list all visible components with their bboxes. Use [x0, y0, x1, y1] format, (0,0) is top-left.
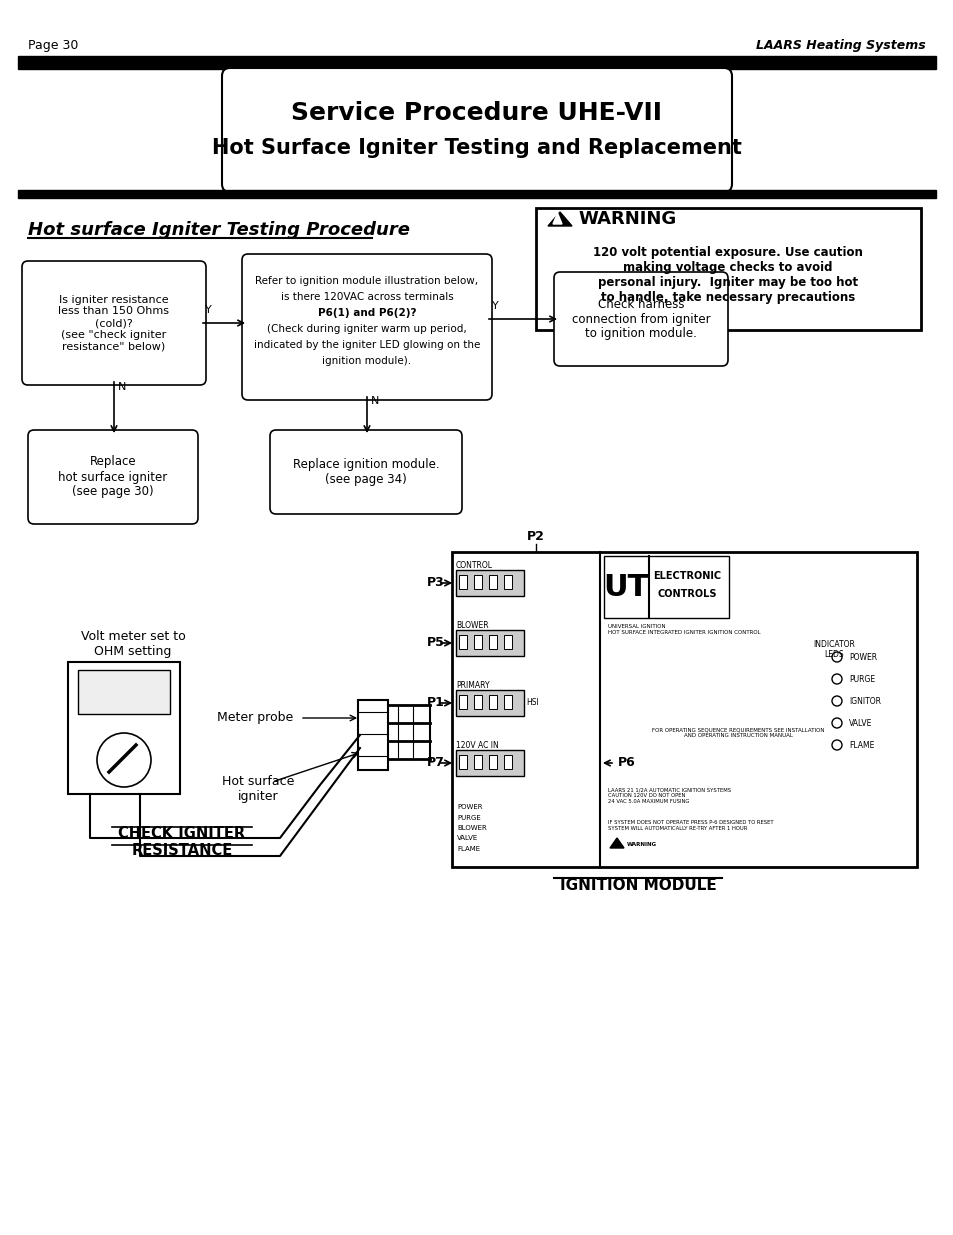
Text: Hot surface
igniter: Hot surface igniter	[222, 776, 294, 803]
Bar	[503, 635, 512, 650]
Text: Replace
hot surface igniter
(see page 30): Replace hot surface igniter (see page 30…	[58, 456, 168, 499]
Text: VALVE: VALVE	[848, 719, 871, 727]
Bar	[603, 556, 728, 618]
Text: (Check during igniter warm up period,: (Check during igniter warm up period,	[267, 324, 466, 333]
FancyBboxPatch shape	[270, 430, 461, 514]
Bar	[458, 695, 467, 709]
Text: UNIVERSAL IGNITION
HOT SURFACE INTEGRATED IGNITER IGNITION CONTROL: UNIVERSAL IGNITION HOT SURFACE INTEGRATE…	[607, 624, 760, 635]
Text: IGNITOR: IGNITOR	[848, 697, 880, 705]
FancyBboxPatch shape	[28, 430, 198, 524]
Text: Hot Surface Igniter Testing and Replacement: Hot Surface Igniter Testing and Replacem…	[212, 138, 741, 158]
Text: CONTROLS: CONTROLS	[657, 589, 716, 599]
Bar	[456, 750, 523, 776]
Bar	[456, 571, 523, 597]
Text: Hot surface Igniter Testing Procedure: Hot surface Igniter Testing Procedure	[28, 221, 410, 240]
Text: indicated by the igniter LED glowing on the: indicated by the igniter LED glowing on …	[253, 340, 479, 350]
Text: LAARS 21 1/2A AUTOMATIC IGNITION SYSTEMS
CAUTION 120V DO NOT OPEN
24 VAC 5.0A MA: LAARS 21 1/2A AUTOMATIC IGNITION SYSTEMS…	[607, 787, 730, 804]
Bar	[18, 56, 935, 69]
Text: PURGE: PURGE	[848, 674, 874, 683]
Polygon shape	[609, 839, 623, 848]
Text: Replace ignition module.
(see page 34): Replace ignition module. (see page 34)	[293, 458, 438, 487]
Bar	[78, 671, 170, 714]
Bar	[489, 635, 497, 650]
Bar	[503, 695, 512, 709]
Bar	[489, 695, 497, 709]
Text: 120 volt potential exposure. Use caution
making voltage checks to avoid
personal: 120 volt potential exposure. Use caution…	[593, 246, 862, 304]
Text: P5: P5	[427, 636, 444, 650]
Bar	[452, 552, 916, 867]
Text: UT: UT	[602, 573, 648, 601]
Circle shape	[831, 697, 841, 706]
Text: IGNITION MODULE: IGNITION MODULE	[559, 878, 716, 893]
Polygon shape	[547, 212, 572, 226]
Text: HSI: HSI	[525, 698, 538, 706]
Text: P2: P2	[526, 530, 544, 542]
Bar	[536, 207, 920, 330]
Text: ELECTRONIC: ELECTRONIC	[652, 571, 720, 580]
Text: Y: Y	[492, 301, 498, 311]
Text: Check harness
connection from igniter
to ignition module.: Check harness connection from igniter to…	[571, 298, 710, 341]
Bar	[458, 635, 467, 650]
Bar	[474, 576, 481, 589]
Text: BLOWER: BLOWER	[456, 621, 488, 630]
Text: IF SYSTEM DOES NOT OPERATE PRESS P-6 DESIGNED TO RESET
SYSTEM WILL AUTOMATICALLY: IF SYSTEM DOES NOT OPERATE PRESS P-6 DES…	[607, 820, 773, 831]
Text: POWER
PURGE
BLOWER
VALVE
FLAME: POWER PURGE BLOWER VALVE FLAME	[456, 804, 486, 852]
Text: is there 120VAC across terminals: is there 120VAC across terminals	[280, 291, 453, 303]
Text: CHECK IGNITER
RESISTANCE: CHECK IGNITER RESISTANCE	[118, 826, 245, 858]
Polygon shape	[553, 212, 561, 224]
Bar	[456, 690, 523, 716]
Text: Refer to ignition module illustration below,: Refer to ignition module illustration be…	[255, 275, 478, 287]
Bar	[456, 630, 523, 656]
Text: FLAME: FLAME	[848, 741, 874, 750]
Circle shape	[831, 674, 841, 684]
Text: Page 30: Page 30	[28, 40, 78, 53]
Text: P6: P6	[618, 757, 635, 769]
Text: POWER: POWER	[848, 652, 876, 662]
Text: N: N	[371, 396, 379, 406]
Text: 120V AC IN: 120V AC IN	[456, 741, 498, 750]
Text: FOR OPERATING SEQUENCE REQUIREMENTS SEE INSTALLATION
AND OPERATING INSTRUCTION M: FOR OPERATING SEQUENCE REQUIREMENTS SEE …	[651, 727, 823, 737]
Text: P1: P1	[427, 697, 444, 709]
Bar	[474, 755, 481, 769]
FancyBboxPatch shape	[22, 261, 206, 385]
FancyBboxPatch shape	[242, 254, 492, 400]
Text: Y: Y	[205, 305, 212, 315]
Text: CONTROL: CONTROL	[456, 561, 493, 571]
Bar	[503, 576, 512, 589]
Text: P3: P3	[427, 577, 444, 589]
Bar	[458, 755, 467, 769]
Text: PRIMARY: PRIMARY	[456, 680, 489, 690]
Bar	[18, 190, 935, 198]
Circle shape	[831, 652, 841, 662]
Text: N: N	[118, 382, 126, 391]
Text: ignition module).: ignition module).	[322, 356, 411, 366]
Text: P6(1) and P6(2)?: P6(1) and P6(2)?	[317, 308, 416, 317]
FancyBboxPatch shape	[554, 272, 727, 366]
Circle shape	[831, 718, 841, 727]
Circle shape	[831, 740, 841, 750]
Bar	[489, 576, 497, 589]
Text: Meter probe: Meter probe	[216, 711, 293, 725]
Bar	[489, 755, 497, 769]
Text: WARNING: WARNING	[626, 842, 657, 847]
Bar	[357, 700, 388, 769]
Text: P7: P7	[427, 757, 444, 769]
FancyBboxPatch shape	[222, 68, 731, 191]
Text: Service Procedure UHE-VII: Service Procedure UHE-VII	[292, 101, 661, 125]
Bar	[474, 635, 481, 650]
Bar	[503, 755, 512, 769]
Text: WARNING: WARNING	[578, 210, 676, 228]
Text: Volt meter set to
OHM setting: Volt meter set to OHM setting	[81, 630, 185, 658]
Text: INDICATOR
LEDS: INDICATOR LEDS	[812, 640, 854, 659]
Text: LAARS Heating Systems: LAARS Heating Systems	[756, 40, 925, 53]
Bar	[474, 695, 481, 709]
Bar	[68, 662, 180, 794]
Text: Is igniter resistance
less than 150 Ohms
(cold)?
(see "check igniter
resistance": Is igniter resistance less than 150 Ohms…	[58, 295, 170, 351]
Bar	[458, 576, 467, 589]
Circle shape	[97, 734, 151, 787]
